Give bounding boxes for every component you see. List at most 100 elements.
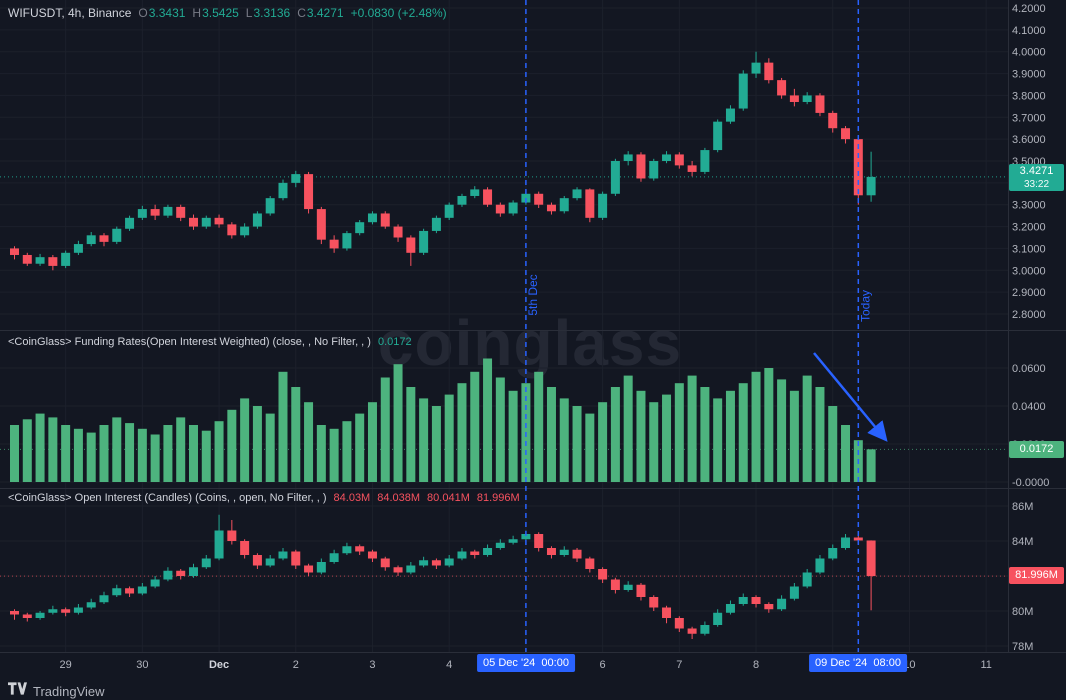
- funding-bar: [163, 425, 173, 482]
- candle-body: [86, 602, 96, 608]
- vline-time-badge-5dec[interactable]: 05 Dec '24 00:00: [477, 654, 575, 672]
- vline-time-badge-today[interactable]: 09 Dec '24 08:00: [809, 654, 907, 672]
- candle-body: [431, 217, 441, 231]
- candle-body: [662, 607, 672, 618]
- funding-bar: [444, 394, 454, 482]
- candle-body: [841, 128, 851, 140]
- time-tick: 4: [446, 659, 452, 671]
- funding-bar: [22, 419, 32, 482]
- candle-body: [802, 95, 812, 102]
- funding-bar: [367, 402, 377, 482]
- candle-body: [188, 567, 198, 576]
- candle-body: [866, 176, 876, 196]
- oi-legend-title[interactable]: <CoinGlass> Open Interest (Candles) (Coi…: [8, 492, 327, 504]
- candle-body: [610, 579, 620, 590]
- candle-body: [252, 213, 262, 227]
- candle-body: [176, 570, 186, 576]
- candle-body: [355, 546, 365, 552]
- funding-bar: [112, 417, 122, 482]
- candle-body: [73, 244, 83, 253]
- funding-bar: [687, 375, 697, 482]
- candle-body: [252, 555, 262, 566]
- candle-body: [201, 217, 211, 227]
- price-legend[interactable]: WIFUSDT, 4h, Binance O3.3431 H3.5425 L3.…: [8, 6, 447, 20]
- funding-bar: [470, 371, 480, 482]
- open-interest-legend[interactable]: <CoinGlass> Open Interest (Candles) (Coi…: [8, 492, 520, 504]
- funding-bar: [10, 425, 19, 482]
- candle-body: [125, 217, 135, 229]
- time-tick: 8: [753, 659, 759, 671]
- candle-body: [316, 562, 326, 573]
- funding-bar: [828, 406, 838, 482]
- decline-arrow[interactable]: [813, 352, 888, 442]
- oi-close-value: 81.996M: [476, 492, 520, 504]
- candle-body: [265, 198, 275, 214]
- funding-bar: [342, 421, 352, 482]
- time-axis-labels[interactable]: 29 30 Dec 2 3 4 6 7 8 10 11: [60, 659, 992, 671]
- price-tick: 2.8000: [1012, 309, 1046, 321]
- funding-bar: [713, 398, 723, 482]
- candle-body: [355, 222, 365, 234]
- candle-body: [431, 560, 441, 566]
- funding-bar: [841, 425, 851, 482]
- funding-bar: [380, 377, 390, 482]
- funding-bar: [227, 409, 237, 482]
- symbol-title[interactable]: WIFUSDT, 4h, Binance: [8, 6, 132, 20]
- candle-body: [112, 588, 122, 596]
- funding-bar: [457, 383, 467, 482]
- candle-body: [572, 549, 582, 559]
- funding-bar: [278, 371, 288, 482]
- oi-tick: 78M: [1012, 641, 1033, 653]
- candle-body: [802, 572, 812, 587]
- candle-body: [546, 204, 556, 212]
- funding-bar: [495, 377, 505, 482]
- candle-body: [329, 239, 339, 249]
- price-tick: 3.2000: [1012, 222, 1046, 234]
- funding-legend-title[interactable]: <CoinGlass> Funding Rates(Open Interest …: [8, 336, 371, 348]
- candle-body: [789, 95, 799, 102]
- candle-body: [10, 248, 19, 255]
- funding-bar: [802, 375, 812, 482]
- candle-body: [764, 604, 774, 610]
- funding-bar: [176, 417, 186, 482]
- candle-body: [291, 551, 301, 566]
- candle-body: [713, 121, 723, 151]
- last-price-badge: 3.4271 33:22: [1009, 164, 1064, 191]
- open-interest-candles[interactable]: [10, 514, 876, 639]
- price-candles[interactable]: [10, 51, 876, 271]
- funding-rate-bars[interactable]: [10, 358, 876, 483]
- candle-body: [406, 237, 416, 253]
- funding-bar: [777, 379, 787, 482]
- tradingview-footer[interactable]: TradingView: [8, 681, 105, 700]
- bar-countdown: 33:22: [1023, 178, 1050, 190]
- vline-label-5dec[interactable]: 5th Dec: [526, 274, 540, 315]
- funding-tick: 0.0600: [1012, 363, 1046, 375]
- candle-body: [546, 548, 556, 555]
- candle-body: [227, 530, 237, 541]
- funding-bar: [291, 387, 301, 482]
- funding-bar: [137, 428, 147, 482]
- candle-body: [866, 540, 876, 577]
- candle-body: [99, 235, 109, 242]
- funding-legend[interactable]: <CoinGlass> Funding Rates(Open Interest …: [8, 336, 412, 348]
- candle-body: [22, 614, 32, 618]
- candle-body: [125, 588, 135, 594]
- vline-label-today[interactable]: Today: [858, 290, 872, 322]
- funding-bar: [252, 406, 262, 482]
- time-tick: Dec: [209, 659, 229, 671]
- candle-body: [738, 73, 748, 109]
- candle-body: [201, 558, 211, 568]
- candle-body: [713, 612, 723, 625]
- candle-body: [150, 579, 160, 587]
- candle-body: [649, 597, 659, 608]
- candle-body: [48, 257, 58, 266]
- price-tick: 4.1000: [1012, 25, 1046, 37]
- tradingview-brand-label[interactable]: TradingView: [33, 683, 105, 699]
- oi-open-value: 84.03M: [333, 492, 371, 504]
- price-axis-labels[interactable]: 4.2000 4.1000 4.0000 3.9000 3.8000 3.7000 3.60…: [1012, 3, 1049, 653]
- tradingview-logo-icon[interactable]: [8, 681, 27, 700]
- candle-body: [700, 150, 710, 172]
- candle-body: [380, 213, 390, 227]
